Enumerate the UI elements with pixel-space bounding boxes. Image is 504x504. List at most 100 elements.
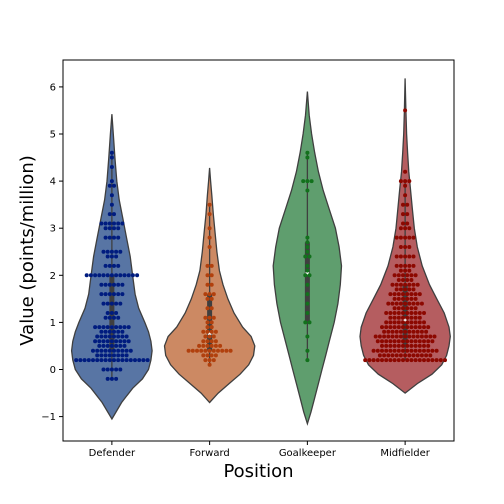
swarm-point [120,348,125,353]
swarm-point [105,339,110,344]
swarm-point [82,358,87,363]
swarm-point [120,358,125,363]
swarm-point [409,320,414,325]
swarm-point [109,339,114,344]
swarm-point [205,325,210,330]
swarm-point [201,329,206,334]
swarm-point [382,334,387,339]
swarm-point [209,325,214,330]
swarm-point [407,353,412,358]
swarm-point [428,353,433,358]
swarm-point [103,221,108,226]
swarm-point [398,245,403,249]
swarm-point [413,320,418,325]
swarm-point [407,282,412,287]
swarm-point [415,282,420,287]
swarm-point [107,235,112,240]
swarm-point [105,249,110,254]
swarm-point [91,348,95,353]
swarm-point [209,306,214,311]
y-axis: −1 0 1 2 3 4 5 6 [41,82,63,423]
swarm-point [384,339,389,344]
swarm-point [415,334,420,339]
swarm-point [419,301,424,306]
swarm-point [109,301,114,306]
swarm-point [116,282,121,287]
swarm-point [384,320,389,325]
y-tick-label: 2 [50,271,56,282]
swarm-point [109,325,114,330]
swarm-point [203,334,208,339]
swarm-point [413,292,418,297]
swarm-point [422,311,426,315]
swarm-point [403,353,408,358]
swarm-point [392,296,397,301]
swarm-point [394,334,399,339]
swarm-point [207,245,212,249]
swarm-point [112,348,116,353]
swarm-point [112,226,116,231]
swarm-point [401,325,405,330]
swarm-point [207,202,212,207]
swarm-point [401,311,405,315]
swarm-point [97,343,102,348]
swarm-point [207,358,212,363]
swarm-point [133,358,137,363]
swarm-point [413,306,418,311]
swarm-point [99,329,104,334]
swarm-point [203,292,208,297]
swarm-point [116,226,121,231]
axes-frame [62,59,455,442]
swarm-point [307,273,312,278]
swarm-point [384,325,389,330]
swarm-point [122,325,127,330]
swarm-point [409,306,414,311]
swarm-point [122,343,127,348]
swarm-point [205,343,210,348]
swarm-point [407,245,412,249]
swarm-point [107,263,112,268]
swarm-point [392,343,397,348]
swarm-point [201,353,206,358]
swarm-point [114,311,119,315]
swarm-point [424,334,429,339]
swarm-point [409,311,414,315]
swarm-point [409,278,414,282]
swarm-point [220,348,225,353]
swarm-point [377,353,382,358]
swarm-point [74,358,79,363]
swarm-point [375,339,380,344]
swarm-point [407,235,412,240]
swarm-point [103,334,108,339]
swarm-point [124,358,129,363]
swarm-point [413,273,418,278]
swarm-point [403,108,408,113]
swarm-point [86,358,91,363]
swarm-point [78,358,83,363]
swarm-point [107,292,112,297]
swarm-point [394,287,399,292]
swarm-point [403,179,408,184]
swarm-point [405,339,410,344]
swarm-point [116,315,121,320]
swarm-point [434,348,439,353]
swarm-point [396,325,401,330]
swarm-point [224,348,229,353]
swarm-point [211,348,216,353]
swarm-point [403,268,408,273]
swarm-point [394,301,399,306]
swarm-point [97,325,102,330]
swarm-point [114,325,119,330]
swarm-point [207,348,212,353]
violin-box [304,242,310,323]
swarm-point [443,358,447,363]
swarm-point [105,325,110,330]
swarm-point [390,329,395,334]
swarm-point [207,315,212,320]
swarm-point [211,358,216,363]
swarm-point [307,254,312,259]
swarm-point [120,329,125,334]
swarm-point [137,358,142,363]
swarm-point [405,311,410,315]
swarm-point [409,339,414,344]
